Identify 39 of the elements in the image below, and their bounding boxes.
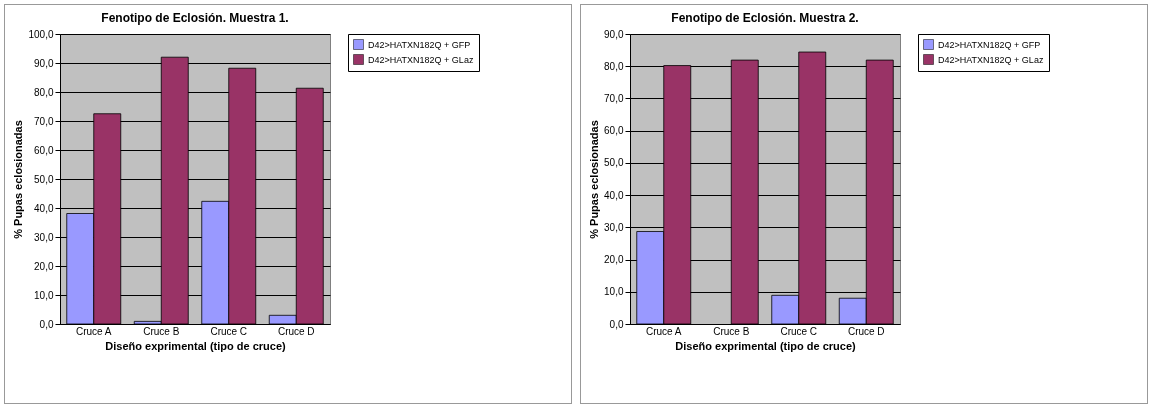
y-tick-label: 50,0 xyxy=(604,157,624,169)
y-tick-label: 60,0 xyxy=(34,144,54,156)
y-tick-label: 50,0 xyxy=(34,173,54,185)
x-tick-label: Cruce B xyxy=(143,325,180,337)
x-axis-title: Diseño exprimental (tipo de cruce) xyxy=(105,339,286,352)
y-tick-label: 100,0 xyxy=(28,28,54,40)
x-tick-label: Cruce A xyxy=(75,325,112,337)
y-tick-label: 20,0 xyxy=(34,260,54,272)
y-tick-label: 70,0 xyxy=(34,115,54,127)
y-tick-label: 30,0 xyxy=(34,231,54,243)
y-tick-label: 30,0 xyxy=(604,221,624,233)
x-tick-label: Cruce C xyxy=(780,325,818,337)
legend-label: D42>HATXN182Q + GLaz xyxy=(368,54,474,65)
legend-label: D42>HATXN182Q + GFP xyxy=(938,39,1041,50)
y-tick-label: 0,0 xyxy=(609,318,624,330)
y-tick-label: 40,0 xyxy=(604,189,624,201)
x-tick-label: Cruce C xyxy=(210,325,248,337)
legend-label: D42>HATXN182Q + GFP xyxy=(368,39,471,50)
y-tick-label: 20,0 xyxy=(604,254,624,266)
x-tick-label: Cruce A xyxy=(645,325,682,337)
y-tick-label: 10,0 xyxy=(34,289,54,301)
y-tick-label: 0,0 xyxy=(39,318,54,330)
y-tick-label: 80,0 xyxy=(604,60,624,72)
y-tick-label: 70,0 xyxy=(604,92,624,104)
y-tick-label: 90,0 xyxy=(34,57,54,69)
y-tick-label: 90,0 xyxy=(604,28,624,40)
legend-label: D42>HATXN182Q + GLaz xyxy=(938,54,1044,65)
y-tick-label: 60,0 xyxy=(604,125,624,137)
x-axis-title: Diseño exprimental (tipo de cruce) xyxy=(675,339,856,352)
y-tick-label: 80,0 xyxy=(34,86,54,98)
chart-title: Fenotipo de Eclosión. Muestra 1. xyxy=(101,11,289,25)
x-tick-label: Cruce B xyxy=(713,325,750,337)
y-tick-label: 10,0 xyxy=(604,286,624,298)
x-tick-label: Cruce D xyxy=(277,325,315,337)
y-tick-label: 40,0 xyxy=(34,202,54,214)
chart-title: Fenotipo de Eclosión. Muestra 2. xyxy=(671,11,859,25)
y-axis-title: % Pupas eclosionadas xyxy=(588,120,601,239)
y-axis-title: % Pupas eclosionadas xyxy=(12,120,25,239)
x-tick-label: Cruce D xyxy=(847,325,885,337)
